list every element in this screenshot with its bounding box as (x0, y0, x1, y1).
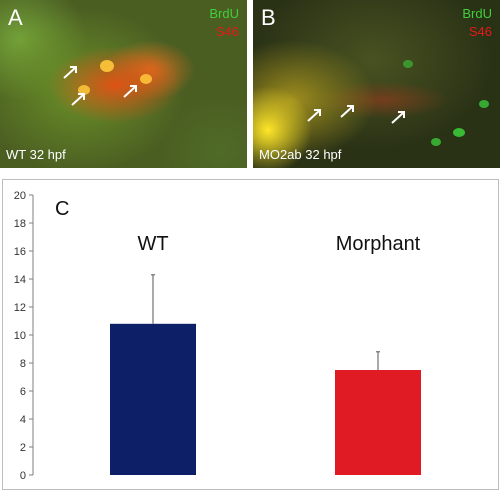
bar-wt (110, 323, 196, 475)
panel-letter: A (8, 5, 23, 30)
category-label-wt: WT (137, 233, 168, 255)
cell-highlight (403, 60, 413, 68)
bars: WT Morphant (110, 233, 421, 475)
cell-highlight (479, 100, 489, 108)
brdu-label: BrdU (462, 6, 492, 21)
y-tick-label: 8 (20, 358, 26, 370)
panel-a-micrograph: A BrdU S46 WT 32 hpf (0, 0, 247, 168)
s46-label: S46 (215, 24, 239, 39)
panel-c-chart: C 0 2 4 6 8 10 12 14 16 18 20 WT Morphant (2, 179, 499, 490)
y-tick-label: 10 (14, 330, 26, 342)
cell-highlight (431, 138, 441, 146)
arrow-icon (391, 111, 405, 124)
arrow-icon (123, 85, 137, 98)
cell-highlight (140, 74, 152, 84)
category-label-morphant: Morphant (336, 233, 421, 255)
y-tick-label: 2 (20, 442, 26, 454)
y-axis: 0 2 4 6 8 10 12 14 16 18 20 (14, 190, 34, 482)
arrow-icon (307, 109, 321, 122)
cell-highlight (78, 85, 90, 95)
cell-highlight (453, 128, 465, 137)
y-tick-label: 16 (14, 246, 26, 258)
arrow-icon (340, 105, 354, 118)
panel-letter: B (261, 5, 276, 30)
bar-chart: C 0 2 4 6 8 10 12 14 16 18 20 WT Morphant (14, 190, 421, 482)
y-tick-label: 14 (14, 274, 26, 286)
arrow-icon (63, 66, 77, 79)
chart-panel-letter: C (55, 198, 69, 220)
y-tick-label: 6 (20, 386, 26, 398)
y-tick-label: 4 (20, 414, 26, 426)
s46-label: S46 (468, 24, 492, 39)
y-tick-label: 20 (14, 190, 26, 202)
panel-caption: MO2ab 32 hpf (259, 147, 342, 162)
y-tick-label: 12 (14, 302, 26, 314)
panel-caption: WT 32 hpf (6, 147, 66, 162)
y-tick-label: 18 (14, 218, 26, 230)
y-tick-label: 0 (20, 470, 26, 482)
arrow-icon (71, 93, 85, 106)
cell-highlight (100, 60, 114, 72)
bar-morphant (335, 370, 421, 475)
brdu-label: BrdU (209, 6, 239, 21)
panel-b-micrograph: B BrdU S46 MO2ab 32 hpf (253, 0, 500, 168)
